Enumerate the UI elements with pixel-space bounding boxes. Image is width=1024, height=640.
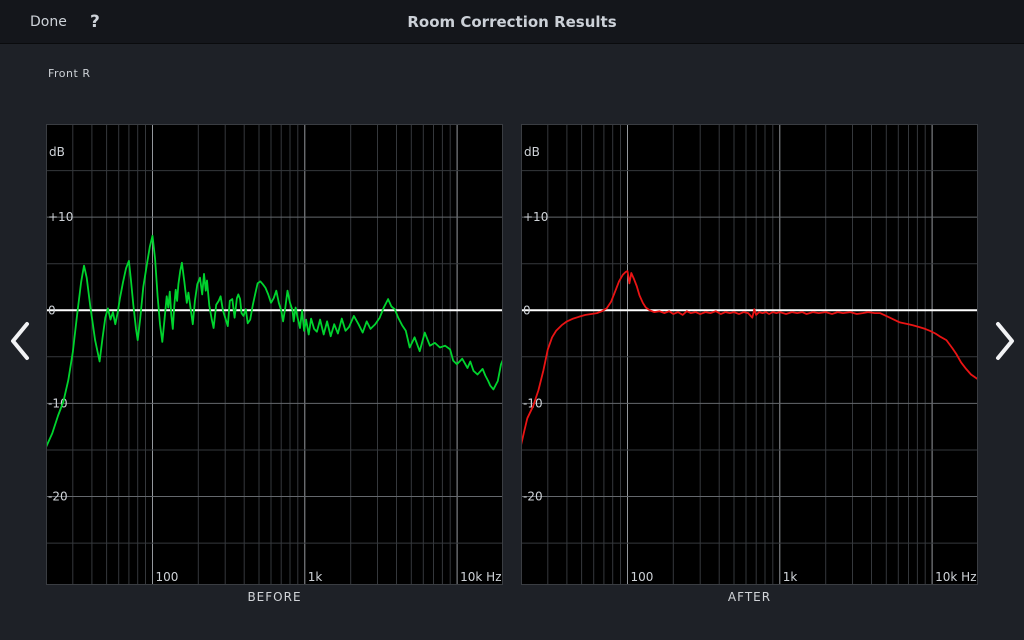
svg-text:100: 100 (155, 570, 178, 584)
svg-text:-10: -10 (523, 396, 543, 410)
after-caption: AFTER (727, 590, 772, 604)
top-bar: Done ? Room Correction Results (0, 0, 1024, 44)
svg-text:+10: +10 (48, 210, 73, 224)
svg-text:-10: -10 (48, 396, 68, 410)
svg-text:1k: 1k (783, 570, 798, 584)
svg-text:+10: +10 (523, 210, 548, 224)
svg-text:-20: -20 (523, 490, 543, 504)
chevron-right-icon (996, 322, 1014, 360)
speaker-label: Front R (48, 67, 91, 80)
svg-text:0: 0 (523, 303, 531, 317)
svg-text:1k: 1k (308, 570, 323, 584)
svg-text:dB: dB (49, 145, 65, 159)
done-button[interactable]: Done (30, 0, 67, 44)
after-frequency-response-plot: dB +10 0 -10 -20 100 1k 10k Hz (521, 124, 978, 585)
chevron-left-icon (11, 322, 29, 360)
svg-text:10k Hz: 10k Hz (935, 570, 976, 584)
svg-text:100: 100 (630, 570, 653, 584)
before-chart: dB +10 0 -10 -20 100 1k 10k Hz BEFORE (46, 124, 503, 604)
svg-text:-20: -20 (48, 490, 68, 504)
svg-text:10k Hz: 10k Hz (460, 570, 501, 584)
svg-text:dB: dB (524, 145, 540, 159)
after-chart: dB +10 0 -10 -20 100 1k 10k Hz AFTER (521, 124, 978, 604)
before-frequency-response-plot: dB +10 0 -10 -20 100 1k 10k Hz (46, 124, 503, 585)
previous-speaker-button[interactable] (5, 320, 35, 364)
before-caption: BEFORE (247, 590, 302, 604)
page-title: Room Correction Results (407, 13, 617, 31)
svg-text:0: 0 (48, 303, 56, 317)
next-speaker-button[interactable] (990, 320, 1020, 364)
help-button[interactable]: ? (90, 0, 100, 44)
